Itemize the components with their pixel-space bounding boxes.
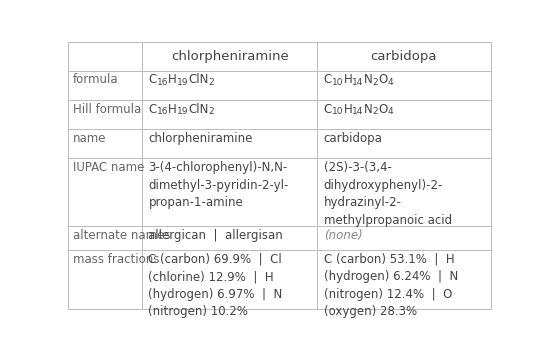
Text: 14: 14 — [352, 108, 364, 117]
Text: carbidopa: carbidopa — [324, 132, 383, 145]
Text: IUPAC name: IUPAC name — [73, 161, 144, 174]
Text: 10: 10 — [332, 78, 343, 87]
Text: O: O — [378, 103, 387, 116]
Text: 10: 10 — [332, 108, 343, 117]
Text: H: H — [343, 103, 352, 116]
Text: 2: 2 — [209, 78, 214, 87]
Text: chlorpheniramine: chlorpheniramine — [171, 50, 288, 63]
Text: chlorpheniramine: chlorpheniramine — [148, 132, 253, 145]
Text: (none): (none) — [324, 229, 362, 242]
Text: C: C — [148, 74, 156, 86]
Text: (2S)-3-(3,4-
dihydroxyphenyl)-2-
hydrazinyl-2-
methylpropanoic acid: (2S)-3-(3,4- dihydroxyphenyl)-2- hydrazi… — [324, 161, 452, 227]
Text: Hill formula: Hill formula — [73, 103, 142, 116]
Text: formula: formula — [73, 74, 119, 86]
Text: C: C — [324, 74, 332, 86]
Text: C: C — [324, 103, 332, 116]
Text: 2: 2 — [372, 78, 378, 87]
Text: C: C — [148, 103, 156, 116]
Text: H: H — [343, 74, 352, 86]
Text: carbidopa: carbidopa — [371, 50, 437, 63]
Text: N: N — [364, 103, 372, 116]
Text: name: name — [73, 132, 107, 145]
Text: N: N — [364, 74, 372, 86]
Text: O: O — [378, 74, 387, 86]
Text: 16: 16 — [156, 78, 168, 87]
Text: 19: 19 — [177, 78, 189, 87]
Text: H: H — [168, 74, 177, 86]
Text: 16: 16 — [156, 108, 168, 117]
Text: 2: 2 — [372, 108, 378, 117]
Text: 4: 4 — [387, 78, 393, 87]
Text: allergican  |  allergisan: allergican | allergisan — [148, 229, 283, 242]
Text: 19: 19 — [177, 108, 189, 117]
Text: alternate names: alternate names — [73, 229, 171, 242]
Text: 4: 4 — [387, 108, 393, 117]
Text: C (carbon) 69.9%  |  Cl
(chlorine) 12.9%  |  H
(hydrogen) 6.97%  |  N
(nitrogen): C (carbon) 69.9% | Cl (chlorine) 12.9% |… — [148, 253, 283, 318]
Text: ClN: ClN — [189, 103, 209, 116]
Text: H: H — [168, 103, 177, 116]
Text: C (carbon) 53.1%  |  H
(hydrogen) 6.24%  |  N
(nitrogen) 12.4%  |  O
(oxygen) 28: C (carbon) 53.1% | H (hydrogen) 6.24% | … — [324, 253, 458, 318]
Text: 2: 2 — [209, 108, 214, 117]
Text: mass fractions: mass fractions — [73, 253, 160, 266]
Text: ClN: ClN — [189, 74, 209, 86]
Text: 14: 14 — [352, 78, 364, 87]
Text: 3-(4-chlorophenyl)-N,N-
dimethyl-3-pyridin-2-yl-
propan-1-amine: 3-(4-chlorophenyl)-N,N- dimethyl-3-pyrid… — [148, 161, 289, 209]
